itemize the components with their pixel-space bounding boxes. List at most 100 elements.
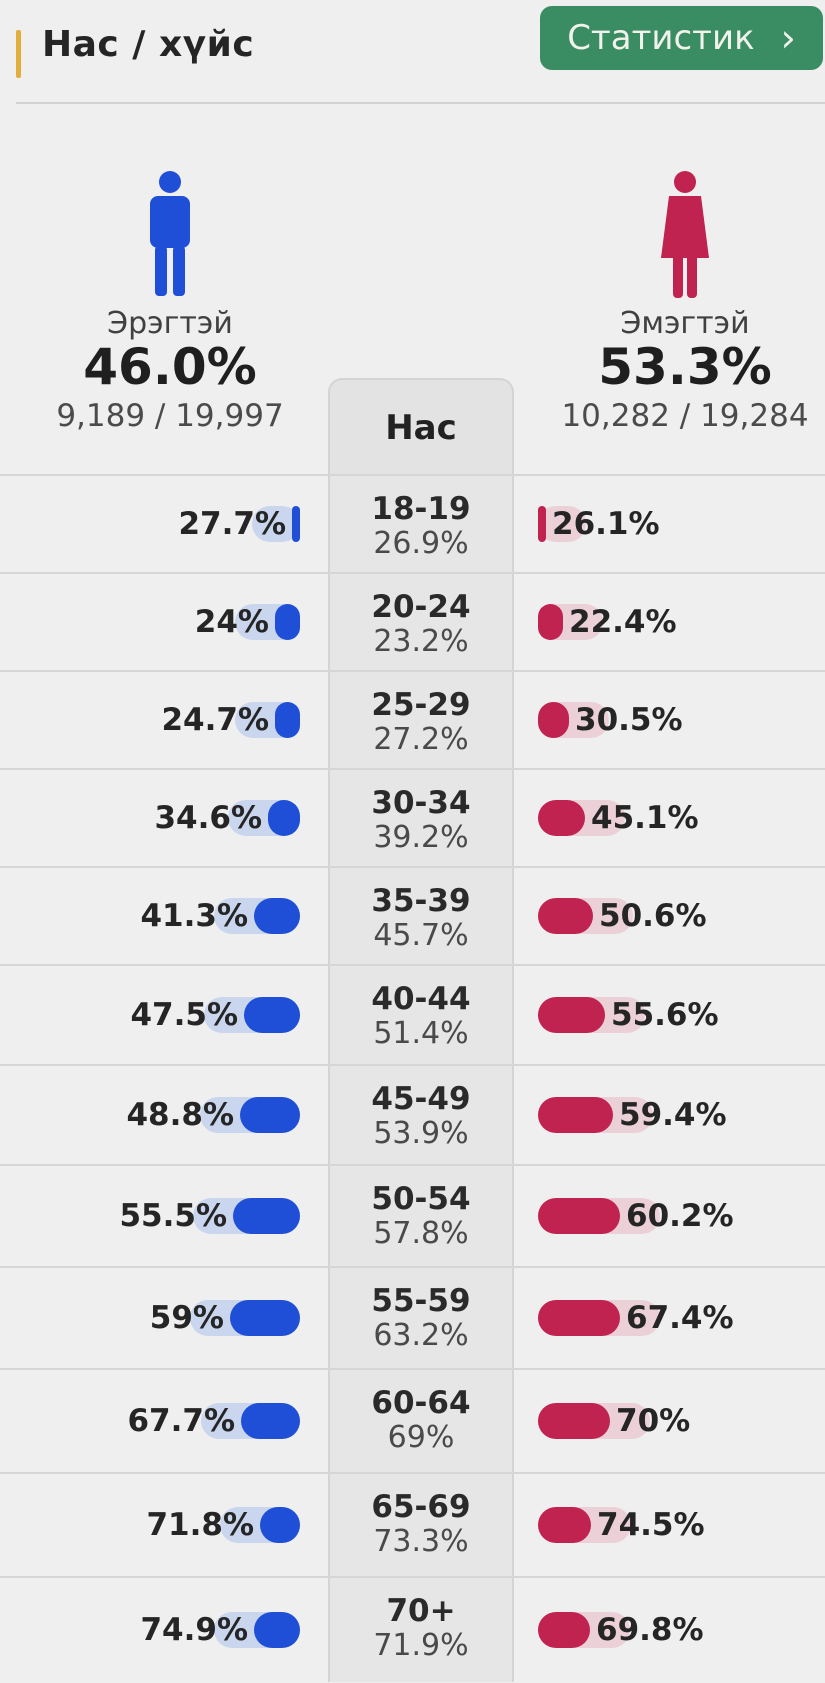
male-bar — [268, 800, 300, 836]
table-row: 34.6% 30-34 39.2% 45.1% — [0, 768, 825, 866]
male-percent-value: 59% — [149, 1300, 224, 1336]
statistics-button-label: Статистик — [567, 18, 755, 58]
age-total-percent: 53.9% — [373, 1116, 469, 1152]
male-percent: 46.0% — [83, 338, 257, 396]
female-percent-value: 30.5% — [575, 702, 683, 738]
male-percent-value: 41.3% — [140, 898, 248, 934]
male-bar — [244, 997, 300, 1033]
male-bar — [260, 1507, 300, 1543]
female-bar — [538, 898, 593, 934]
age-total-percent: 57.8% — [373, 1216, 469, 1252]
female-bar — [538, 800, 585, 836]
female-percent-value: 45.1% — [591, 800, 699, 836]
male-bar — [275, 702, 300, 738]
title-accent-bar — [16, 30, 21, 78]
table-row: 24% 20-24 23.2% 22.4% — [0, 572, 825, 670]
table-row: 71.8% 65-69 73.3% 74.5% — [0, 1472, 825, 1576]
age-range: 65-69 — [371, 1489, 471, 1525]
age-range: 25-29 — [371, 687, 471, 723]
male-person-icon — [150, 171, 190, 296]
male-summary: Эрэгтэй 46.0% 9,189 / 19,997 — [30, 170, 310, 434]
age-total-percent: 69% — [387, 1420, 455, 1456]
male-bar — [254, 898, 300, 934]
female-label: Эмэгтэй — [620, 306, 750, 341]
age-cell: 40-44 51.4% — [328, 966, 514, 1064]
male-percent-value: 55.5% — [119, 1198, 227, 1234]
age-cell: 45-49 53.9% — [328, 1066, 514, 1164]
male-percent-value: 24.7% — [161, 702, 269, 738]
male-percent-value: 27.7% — [178, 506, 286, 542]
female-percent-value: 22.4% — [569, 604, 677, 640]
age-total-percent: 45.7% — [373, 918, 469, 954]
age-total-percent: 63.2% — [373, 1318, 469, 1354]
female-percent-value: 50.6% — [599, 898, 707, 934]
female-bar — [538, 506, 546, 542]
female-person-icon — [661, 171, 709, 298]
male-label: Эрэгтэй — [107, 306, 233, 341]
table-row: 59% 55-59 63.2% 67.4% — [0, 1266, 825, 1368]
male-percent-value: 47.5% — [130, 997, 238, 1033]
female-percent-value: 59.4% — [619, 1097, 727, 1133]
female-percent-value: 74.5% — [597, 1507, 705, 1543]
age-cell: 25-29 27.2% — [328, 672, 514, 768]
age-range: 60-64 — [371, 1385, 471, 1421]
female-summary: Эмэгтэй 53.3% 10,282 / 19,284 — [545, 170, 825, 434]
age-cell: 18-19 26.9% — [328, 476, 514, 572]
age-cell: 50-54 57.8% — [328, 1166, 514, 1266]
section-header: Нас / хүйс Статистик › — [0, 0, 825, 104]
age-range: 50-54 — [371, 1181, 471, 1217]
age-cell: 60-64 69% — [328, 1370, 514, 1472]
female-bar — [538, 604, 563, 640]
female-bar — [538, 1403, 610, 1439]
header-divider — [16, 102, 825, 104]
age-range: 18-19 — [371, 491, 471, 527]
female-bar — [538, 1300, 620, 1336]
statistics-button[interactable]: Статистик › — [540, 6, 823, 70]
chevron-right-icon: › — [780, 16, 796, 60]
table-row: 27.7% 18-19 26.9% 26.1% — [0, 474, 825, 572]
male-percent-value: 34.6% — [154, 800, 262, 836]
age-range: 45-49 — [371, 1081, 471, 1117]
male-bar — [241, 1403, 300, 1439]
male-bar — [240, 1097, 300, 1133]
female-bar — [538, 997, 605, 1033]
table-row: 24.7% 25-29 27.2% 30.5% — [0, 670, 825, 768]
age-total-percent: 26.9% — [373, 526, 469, 562]
age-range: 55-59 — [371, 1283, 471, 1319]
table-row: 67.7% 60-64 69% 70% — [0, 1368, 825, 1472]
female-percent-value: 55.6% — [611, 997, 719, 1033]
age-cell: 70+ 71.9% — [328, 1578, 514, 1682]
male-bar — [230, 1300, 300, 1336]
female-bar — [538, 702, 569, 738]
female-bar — [538, 1507, 591, 1543]
male-bar — [292, 506, 300, 542]
male-bar — [275, 604, 300, 640]
age-column-header: Нас — [328, 378, 514, 476]
female-bar — [538, 1097, 613, 1133]
table-row: 74.9% 70+ 71.9% 69.8% — [0, 1576, 825, 1682]
table-row: 55.5% 50-54 57.8% 60.2% — [0, 1164, 825, 1266]
female-bar — [538, 1612, 590, 1648]
female-percent: 53.3% — [598, 338, 772, 396]
age-range: 70+ — [386, 1593, 456, 1629]
female-percent-value: 60.2% — [626, 1198, 734, 1234]
age-total-percent: 51.4% — [373, 1016, 469, 1052]
age-total-percent: 71.9% — [373, 1628, 469, 1664]
age-total-percent: 23.2% — [373, 624, 469, 660]
age-cell: 30-34 39.2% — [328, 770, 514, 866]
male-bar — [254, 1612, 300, 1648]
table-row: 41.3% 35-39 45.7% 50.6% — [0, 866, 825, 964]
age-range: 30-34 — [371, 785, 471, 821]
male-percent-value: 24% — [194, 604, 269, 640]
age-range: 35-39 — [371, 883, 471, 919]
male-percent-value: 67.7% — [127, 1403, 235, 1439]
age-total-percent: 39.2% — [373, 820, 469, 856]
age-cell: 20-24 23.2% — [328, 574, 514, 670]
male-percent-value: 74.9% — [140, 1612, 248, 1648]
age-cell: 55-59 63.2% — [328, 1268, 514, 1368]
male-count: 9,189 / 19,997 — [56, 397, 284, 434]
female-count: 10,282 / 19,284 — [561, 397, 809, 434]
female-percent-value: 70% — [616, 1403, 691, 1439]
female-percent-value: 69.8% — [596, 1612, 704, 1648]
table-row: 48.8% 45-49 53.9% 59.4% — [0, 1064, 825, 1164]
